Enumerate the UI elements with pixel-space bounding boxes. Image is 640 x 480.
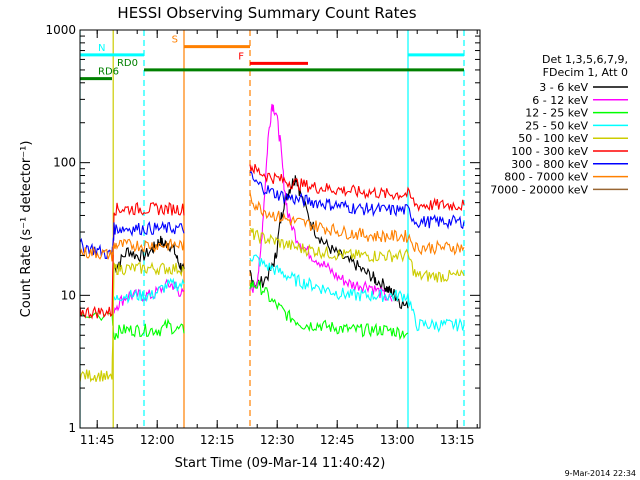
legend-header-0: Det 1,3,5,6,7,9,	[542, 53, 628, 66]
x-axis-label: Start Time (09-Mar-14 11:40:42)	[175, 456, 386, 471]
x-tick-label-0: 11:45	[80, 433, 115, 447]
chart-title: HESSI Observing Summary Count Rates	[117, 4, 416, 22]
legend-label-6: 300 - 800 keV	[511, 158, 588, 171]
y-tick-label-0: 1	[68, 421, 76, 435]
series-line-4	[80, 227, 465, 383]
legend-label-3: 25 - 50 keV	[525, 119, 588, 132]
series-line-6	[80, 170, 465, 259]
legend-label-0: 3 - 6 keV	[539, 81, 588, 94]
legend-header-1: FDecim 1, Att 0	[543, 66, 628, 79]
flag-label-5: RD6	[98, 67, 119, 78]
y-tick-label-2: 100	[53, 156, 76, 170]
date-stamp: 9-Mar-2014 22:34	[565, 469, 636, 478]
x-tick-label-6: 13:15	[440, 433, 475, 447]
series-line-7	[80, 192, 465, 262]
legend: Det 1,3,5,6,7,9,FDecim 1, Att 0 3 - 6 keV…	[490, 53, 628, 196]
x-tick-label-3: 12:30	[260, 433, 295, 447]
legend-label-4: 50 - 100 keV	[518, 132, 588, 145]
y-tick-label-1: 10	[61, 288, 76, 302]
y-tick-label-3: 1000	[45, 23, 76, 37]
y-axis-label: Count Rate (s⁻¹ detector⁻¹)	[19, 141, 34, 318]
flag-label-4: RD0	[117, 58, 138, 69]
legend-label-1: 6 - 12 keV	[532, 94, 588, 107]
legend-label-8: 7000 - 20000 keV	[490, 183, 588, 196]
series-line-5	[80, 163, 465, 320]
flag-label-0: N	[98, 43, 105, 54]
legend-label-7: 800 - 7000 keV	[504, 171, 588, 184]
flag-label-2: S	[172, 35, 178, 46]
plot-frame	[79, 29, 481, 429]
axis-ticks: 1 10 100 1000 11:45 12:00 12:15 12:30 12:45 13:00…	[45, 23, 480, 447]
series-line-2	[80, 280, 409, 341]
x-tick-label-1: 12:00	[140, 433, 175, 447]
legend-label-5: 100 - 300 keV	[511, 145, 588, 158]
x-tick-label-2: 12:15	[200, 433, 235, 447]
series-line-3	[113, 254, 465, 333]
series-line-0	[113, 175, 409, 310]
x-tick-label-5: 13:00	[380, 433, 415, 447]
flag-label-3: F	[238, 51, 244, 62]
legend-label-2: 12 - 25 keV	[525, 107, 588, 120]
x-tick-label-4: 12:45	[320, 433, 355, 447]
